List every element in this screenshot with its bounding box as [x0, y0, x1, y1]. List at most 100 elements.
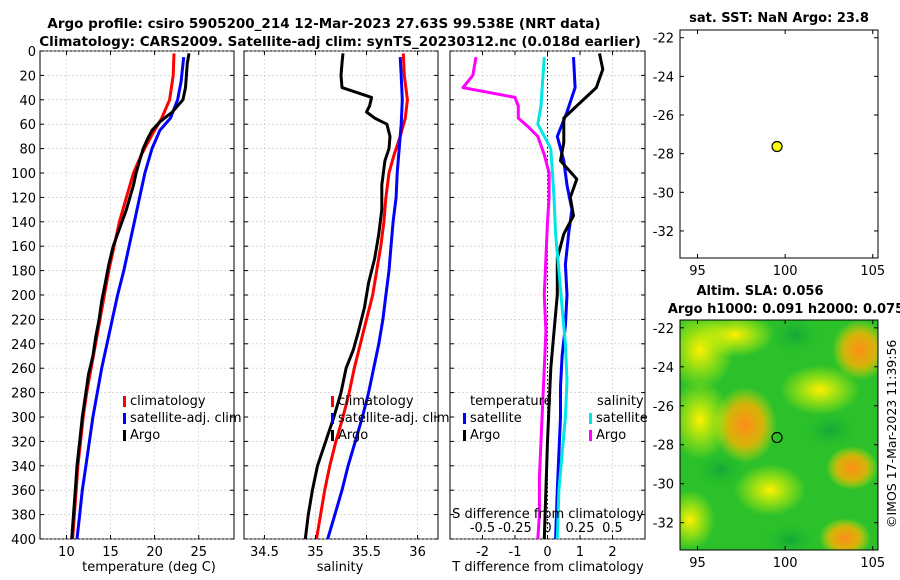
y-tick-label: 340 — [11, 460, 36, 475]
y-tick-label: 0 — [28, 45, 36, 60]
y-tick-label: -22 — [653, 322, 674, 337]
sst-map-title: sat. SST: NaN Argo: 23.8 — [689, 11, 869, 26]
y-tick-label: -32 — [653, 517, 674, 532]
x-tick-label: 36 — [409, 545, 426, 560]
difference-legend: temperature satellite Argo salinity sate… — [463, 394, 648, 443]
y-tick-label: 360 — [11, 484, 36, 499]
x-tick-label: 100 — [773, 264, 798, 279]
x-tick-label: 35 — [307, 545, 324, 560]
series-line — [70, 53, 191, 540]
y-tick-label: 20 — [19, 69, 36, 84]
top-tick-label: -0.25 — [498, 521, 532, 536]
top-tick-label: 0.5 — [602, 521, 623, 536]
legend-swatch-t-argo — [463, 430, 466, 441]
y-tick-label: 140 — [11, 216, 36, 231]
y-tick-label: -24 — [653, 70, 674, 85]
difference-xlabel: T difference from climatology — [451, 560, 644, 575]
y-tick-label: 160 — [11, 240, 36, 255]
y-tick-label: 240 — [11, 338, 36, 353]
x-tick-label: -2 — [476, 545, 489, 560]
y-tick-label: 220 — [11, 313, 36, 328]
legend-label: satellite-adj. clim — [130, 411, 242, 426]
legend-label: climatology — [130, 394, 206, 409]
x-tick-label: 105 — [860, 264, 885, 279]
y-tick-label: 280 — [11, 387, 36, 402]
y-tick-label: -28 — [653, 439, 674, 454]
legend-label: climatology — [338, 394, 414, 409]
top-tick-label: -0.5 — [470, 521, 495, 536]
series-line — [326, 57, 404, 540]
legend-title-salinity: salinity — [597, 394, 644, 409]
legend-swatch-s-argo — [589, 430, 592, 441]
y-tick-label: -32 — [653, 225, 674, 240]
y-tick-label: 200 — [11, 289, 36, 304]
x-tick-label: 105 — [860, 556, 885, 571]
x-tick-label: 100 — [773, 556, 798, 571]
legend-swatch-satellite — [331, 413, 334, 424]
series-line — [536, 56, 569, 540]
y-tick-label: -26 — [653, 109, 674, 124]
legend-label: satellite — [596, 411, 648, 426]
x-tick-label: 0 — [543, 545, 551, 560]
legend-label: Argo — [470, 428, 500, 443]
salinity-legend: climatology satellite-adj. clim Argo — [331, 394, 450, 443]
x-tick-label: 20 — [146, 545, 163, 560]
top-tick-label: 0 — [543, 521, 551, 536]
legend-swatch-s-satellite — [589, 413, 592, 424]
imos-timestamp: ©IMOS 17-Mar-2023 11:39:56 — [884, 340, 899, 528]
sla-map-title-line2: Argo h1000: 0.091 h2000: 0.075 — [668, 302, 900, 317]
x-tick-label: 2 — [608, 545, 616, 560]
x-tick-label: 1 — [576, 545, 584, 560]
y-tick-label: 120 — [11, 191, 36, 206]
y-tick-label: -24 — [653, 361, 674, 376]
y-tick-label: 40 — [19, 94, 36, 109]
temperature-xlabel: temperature (deg C) — [82, 560, 216, 575]
series-line — [554, 57, 577, 540]
x-tick-label: 95 — [689, 264, 706, 279]
difference-top-xlabel: S difference from climatology — [452, 507, 644, 522]
argo-location-marker — [771, 140, 783, 153]
legend-title-temperature: temperature — [470, 394, 552, 409]
legend-swatch-climatology — [123, 396, 126, 407]
series-line — [542, 53, 605, 540]
figure-title-line1: Argo profile: csiro 5905200_214 12-Mar-2… — [47, 16, 600, 32]
legend-swatch-satellite — [123, 413, 126, 424]
temperature-legend: climatology satellite-adj. clim Argo — [123, 394, 242, 443]
y-tick-label: 180 — [11, 265, 36, 280]
y-tick-label: -30 — [653, 478, 674, 493]
y-tick-label: 300 — [11, 411, 36, 426]
y-tick-label: -22 — [653, 32, 674, 47]
series-line — [75, 56, 186, 540]
legend-label: Argo — [596, 428, 626, 443]
y-tick-label: -28 — [653, 148, 674, 163]
legend-swatch-argo — [331, 430, 334, 441]
x-tick-label: -1 — [509, 545, 522, 560]
x-tick-label: 15 — [102, 545, 119, 560]
sla-map-axes — [679, 319, 879, 551]
legend-swatch-argo — [123, 430, 126, 441]
legend-swatch-climatology — [331, 396, 334, 407]
y-tick-label: 80 — [19, 143, 36, 158]
y-tick-label: -30 — [653, 186, 674, 201]
x-tick-label: 35.5 — [352, 545, 381, 560]
y-tick-label: 100 — [11, 167, 36, 182]
x-tick-label: 95 — [689, 556, 706, 571]
argo-location-marker — [771, 431, 783, 444]
salinity-xlabel: salinity — [317, 560, 364, 575]
legend-swatch-t-satellite — [463, 413, 466, 424]
legend-label: satellite-adj. clim — [338, 411, 450, 426]
y-tick-label: 260 — [11, 362, 36, 377]
y-tick-label: 320 — [11, 435, 36, 450]
x-tick-label: 25 — [190, 545, 207, 560]
series-line — [461, 56, 551, 540]
sla-heatmap — [680, 320, 878, 550]
y-tick-label: 400 — [11, 533, 36, 548]
legend-label: satellite — [470, 411, 522, 426]
y-tick-label: 380 — [11, 509, 36, 524]
sla-map-title-line1: Altim. SLA: 0.056 — [697, 284, 824, 299]
legend-label: Argo — [130, 428, 160, 443]
y-tick-label: 60 — [19, 118, 36, 133]
series-line — [315, 53, 409, 540]
x-tick-label: 34.5 — [250, 545, 279, 560]
